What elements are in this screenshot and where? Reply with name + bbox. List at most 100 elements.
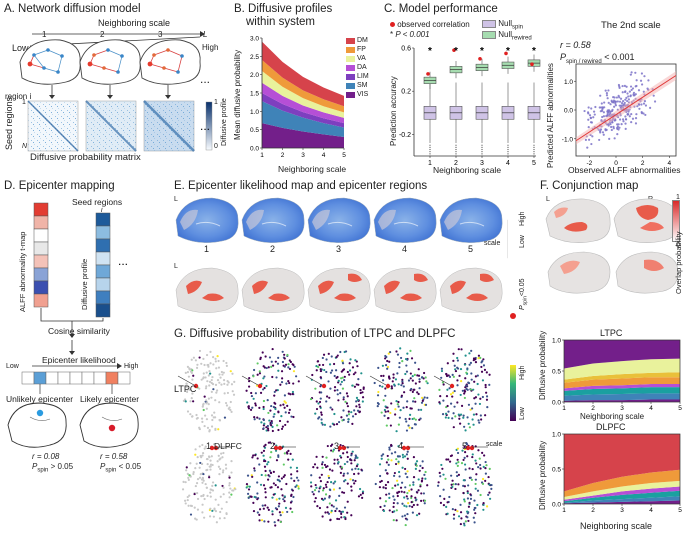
scatter-p: Pspin / rewired < 0.001: [560, 52, 635, 65]
region-dot: [388, 377, 391, 380]
region-dot: [223, 392, 226, 395]
x-tick-label: 3: [620, 405, 624, 412]
region-dot: [187, 504, 190, 507]
scatter-point: [603, 106, 606, 109]
area-sm: [564, 496, 680, 504]
region-dot: [395, 350, 398, 353]
region-dot: [463, 448, 467, 451]
region-dot: [459, 511, 463, 514]
region-dot: [280, 415, 283, 418]
region-dot: [201, 420, 204, 424]
region-dot: [281, 350, 284, 353]
region-dot: [264, 459, 267, 463]
area-da: [564, 490, 680, 503]
region-dot: [450, 483, 453, 486]
region-dot: [388, 509, 391, 512]
region-dot: [392, 495, 395, 498]
region-dot: [333, 462, 336, 465]
region-dot: [190, 415, 194, 418]
region-dot: [422, 377, 425, 380]
region-dot: [394, 413, 397, 416]
region-dot: [482, 503, 485, 506]
dlpfc-dots-scale-2: [245, 441, 300, 527]
dlpfc-dots-scale-3: [309, 443, 365, 522]
x-tick-label: 2: [591, 507, 595, 514]
region-dot: [457, 483, 460, 486]
region-dot: [216, 389, 219, 392]
region-dot: [205, 486, 208, 489]
region-dot: [384, 354, 387, 358]
region-dot: [201, 477, 205, 480]
region-dot: [208, 476, 211, 479]
region-dot: [212, 355, 215, 359]
region-dot: [457, 515, 461, 518]
region-dot: [410, 357, 414, 360]
region-dot: [192, 374, 195, 377]
region-dot: [320, 418, 323, 421]
scatter-point: [617, 83, 621, 87]
panel-e-p-value: <0.05: [519, 278, 526, 297]
region-dot: [469, 388, 473, 391]
region-dot: [373, 381, 376, 385]
region-dot: [339, 444, 342, 447]
region-dot: [310, 474, 313, 477]
region-dot: [279, 383, 282, 386]
scatter-point: [584, 138, 588, 141]
region-dot: [380, 479, 383, 483]
region-dot: [297, 487, 300, 490]
region-dot: [321, 515, 324, 518]
region-dot: [230, 493, 233, 496]
region-dot: [269, 471, 273, 475]
region-dot: [377, 366, 380, 369]
region-dot: [221, 456, 224, 459]
region-dot: [452, 483, 455, 486]
region-dot: [333, 423, 336, 426]
region-dot: [389, 424, 392, 427]
region-dot: [452, 412, 455, 415]
region-dot: [421, 376, 424, 379]
region-dot: [456, 384, 459, 387]
region-dot: [337, 379, 340, 382]
region-dot: [351, 366, 355, 369]
region-dot: [465, 371, 468, 374]
region-dot: [357, 472, 360, 475]
region-dot: [225, 467, 228, 470]
region-dot: [272, 493, 275, 496]
region-dot: [189, 462, 192, 465]
region-dot: [446, 362, 449, 365]
region-dot: [246, 401, 249, 404]
y-tick-label: -1.0: [562, 136, 574, 143]
scatter-point: [630, 121, 633, 124]
region-dot: [418, 387, 421, 390]
region-dot: [263, 520, 266, 523]
region-dot: [477, 449, 480, 452]
region-dot: [403, 491, 406, 494]
region-dot: [404, 372, 407, 376]
region-dot: [454, 483, 457, 486]
region-dot: [464, 384, 468, 387]
region-dot: [273, 521, 276, 524]
panel-a-cb-bot: 0: [214, 143, 218, 150]
region-dot: [189, 504, 193, 507]
region-dot: [460, 462, 464, 465]
scatter-point: [599, 94, 602, 97]
scatter-point: [652, 94, 655, 97]
legend-p-label: P < 0.001: [395, 30, 430, 39]
region-dot: [476, 374, 479, 377]
region-dot: [484, 414, 487, 417]
region-dot: [254, 454, 257, 457]
region-dot: [326, 465, 329, 468]
scatter-point: [630, 112, 633, 116]
region-dot: [209, 350, 212, 353]
region-dot: [214, 427, 217, 430]
region-dot: [391, 380, 394, 383]
region-dot: [399, 409, 402, 412]
region-dot: [474, 478, 477, 481]
region-dot: [394, 484, 397, 487]
seed-dot: [337, 445, 343, 451]
region-dot: [479, 414, 482, 417]
area-vis: [262, 123, 344, 148]
region-dot: [204, 482, 207, 486]
region-dot: [193, 506, 196, 509]
region-dot: [478, 402, 482, 406]
